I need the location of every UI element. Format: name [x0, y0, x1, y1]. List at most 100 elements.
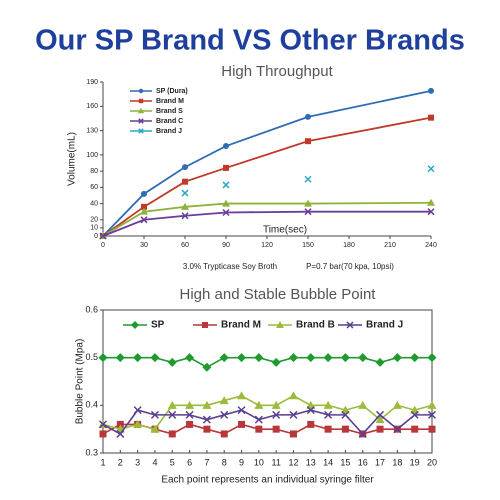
marker	[411, 425, 419, 433]
marker	[185, 410, 194, 419]
x-tick-label: 90	[222, 242, 230, 249]
marker	[305, 138, 311, 145]
marker	[427, 165, 435, 173]
marker	[182, 164, 188, 171]
marker	[167, 400, 177, 409]
x-tick-label: 14	[323, 457, 333, 467]
legend-label: Brand M	[221, 320, 261, 331]
marker	[304, 175, 312, 183]
marker	[307, 420, 315, 428]
marker	[116, 429, 125, 438]
legend-label: Brand M	[156, 98, 184, 105]
marker	[181, 202, 189, 210]
series-line	[102, 116, 432, 237]
x-tick-label: 6	[187, 457, 192, 467]
x-tick-label: 18	[392, 457, 402, 467]
marker	[150, 410, 159, 419]
y-tick-label: 0.6	[85, 304, 98, 314]
marker	[410, 410, 419, 419]
marker	[202, 362, 212, 372]
marker	[140, 216, 148, 224]
marker	[141, 203, 147, 210]
legend-label: SP	[151, 320, 165, 331]
marker	[254, 400, 264, 409]
marker	[185, 353, 195, 363]
x-tick-label: 1	[100, 457, 105, 467]
marker	[358, 429, 367, 438]
marker	[223, 143, 229, 150]
x-axis-label: Time(sec)	[263, 225, 307, 236]
x-tick-label: 4	[152, 457, 157, 467]
marker	[98, 353, 108, 363]
legend-label: Brand B	[296, 320, 335, 331]
y-tick-label: 190	[86, 79, 98, 86]
marker	[304, 208, 312, 216]
marker	[222, 181, 230, 189]
marker	[141, 190, 147, 197]
marker	[271, 400, 281, 409]
x-tick-label: 7	[204, 457, 209, 467]
marker	[202, 400, 212, 409]
marker	[222, 208, 230, 217]
x-tick-label: 0	[101, 242, 105, 249]
y-tick-label: 100	[86, 152, 98, 159]
marker	[219, 396, 229, 405]
y-tick-label: 0	[94, 233, 98, 240]
legend-label: SP (Dura)	[156, 88, 188, 95]
plot-frame	[102, 309, 433, 454]
marker	[427, 353, 437, 363]
marker	[186, 420, 194, 428]
x-tick-label: 150	[302, 242, 314, 249]
x-tick-label: 19	[410, 457, 420, 467]
chart-title: High and Stable Bubble Point	[180, 286, 377, 303]
marker	[138, 128, 144, 134]
marker	[375, 357, 385, 367]
x-tick-label: 30	[140, 242, 148, 249]
marker	[272, 425, 280, 433]
marker	[324, 425, 332, 433]
y-tick-label: 0.5	[85, 352, 98, 362]
marker	[255, 425, 263, 433]
marker	[202, 415, 211, 424]
marker	[428, 425, 436, 433]
marker	[254, 353, 264, 363]
x-tick-label: 10	[254, 457, 264, 467]
y-tick-label: 40	[90, 200, 98, 207]
marker	[289, 410, 298, 419]
marker	[99, 232, 107, 240]
marker	[150, 424, 160, 433]
y-tick-label: 0.3	[85, 447, 98, 457]
x-tick-label: 12	[288, 457, 298, 467]
marker	[150, 353, 160, 363]
marker	[140, 207, 148, 215]
marker	[305, 113, 311, 120]
marker	[220, 430, 228, 438]
marker	[427, 410, 437, 419]
marker	[272, 410, 281, 419]
y-tick-label: 80	[90, 168, 98, 175]
marker	[341, 410, 350, 419]
marker	[376, 425, 384, 433]
marker	[115, 353, 125, 363]
marker	[392, 400, 402, 409]
x-tick-label: 11	[271, 457, 280, 467]
marker	[168, 430, 176, 438]
marker	[220, 410, 229, 419]
marker	[138, 98, 144, 104]
marker	[168, 410, 177, 419]
x-tick-label: 240	[425, 242, 437, 249]
y-tick-label: 130	[86, 127, 98, 134]
y-tick-label: 60	[90, 184, 98, 191]
x-tick-label: 15	[340, 457, 350, 467]
marker	[323, 400, 333, 409]
marker	[427, 400, 437, 409]
x-tick-label: 5	[170, 457, 175, 467]
marker	[223, 164, 229, 171]
legend-label: Brand C	[156, 118, 183, 125]
note: 3.0% Trypticase Soy Broth	[183, 262, 277, 271]
marker	[271, 357, 281, 367]
marker	[238, 420, 246, 428]
marker	[181, 212, 189, 220]
marker	[131, 321, 139, 329]
marker	[289, 430, 297, 438]
